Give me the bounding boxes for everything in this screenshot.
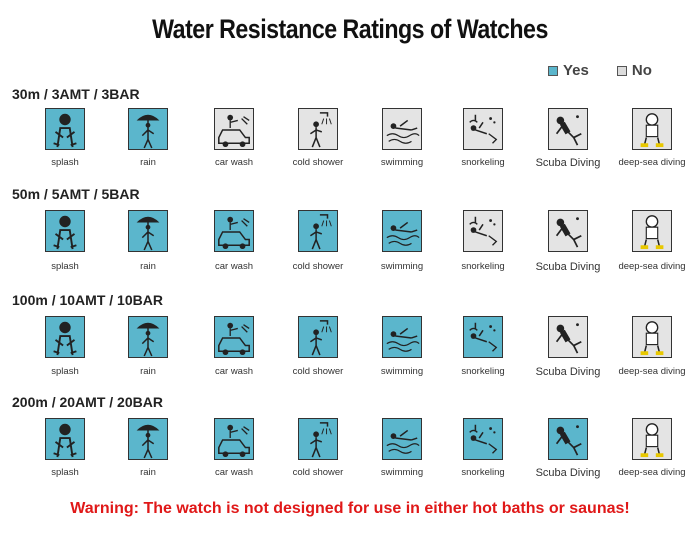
splash-figure-icon <box>45 418 85 460</box>
legend-no-label: No <box>631 62 652 79</box>
legend-yes-label: Yes <box>563 62 589 79</box>
shower-figure-icon <box>298 108 338 150</box>
activity-label: snorkeling <box>461 261 505 272</box>
activity-label: car wash <box>214 261 253 272</box>
legend-yes-swatch <box>548 65 558 76</box>
rating-label: 100m / 10AMT / 10BAR <box>12 292 163 308</box>
activity-label: splash <box>51 467 79 478</box>
activity-label: Scuba Diving <box>535 467 601 479</box>
car-wash-icon <box>214 316 254 358</box>
activity-label: swimming <box>380 366 424 377</box>
activity-label: splash <box>51 157 79 168</box>
legend: Yes No <box>548 62 652 79</box>
deep-sea-diver-icon <box>632 108 672 150</box>
activity-label: cold shower <box>292 366 344 377</box>
activity-label: snorkeling <box>461 366 505 377</box>
activity-label: rain <box>140 261 156 272</box>
splash-figure-icon <box>45 316 85 358</box>
activity-label: deep-sea diving <box>618 157 686 168</box>
activity-label: car wash <box>214 157 253 168</box>
snorkeler-icon <box>463 316 503 358</box>
rating-label: 30m / 3AMT / 3BAR <box>12 86 140 102</box>
activity-label: splash <box>51 366 79 377</box>
swimmer-icon <box>382 418 422 460</box>
warning-text: Warning: The watch is not designed for u… <box>70 500 630 517</box>
activity-label: snorkeling <box>461 157 505 168</box>
umbrella-figure-icon <box>128 316 168 358</box>
swimmer-icon <box>382 108 422 150</box>
activity-label: swimming <box>380 467 424 478</box>
activity-label: splash <box>51 261 79 272</box>
shower-figure-icon <box>298 418 338 460</box>
activity-label: car wash <box>214 467 253 478</box>
activity-label: swimming <box>380 157 424 168</box>
deep-sea-diver-icon <box>632 210 672 252</box>
activity-label: cold shower <box>292 157 344 168</box>
umbrella-figure-icon <box>128 418 168 460</box>
activity-label: deep-sea diving <box>618 366 686 377</box>
activity-label: rain <box>140 157 156 168</box>
activity-label: snorkeling <box>461 467 505 478</box>
snorkeler-icon <box>463 108 503 150</box>
activity-label: cold shower <box>292 467 344 478</box>
activity-label: Scuba Diving <box>535 157 601 169</box>
activity-label: Scuba Diving <box>535 261 601 273</box>
deep-sea-diver-icon <box>632 316 672 358</box>
splash-figure-icon <box>45 108 85 150</box>
activity-label: cold shower <box>292 261 344 272</box>
car-wash-icon <box>214 108 254 150</box>
activity-label: deep-sea diving <box>618 467 686 478</box>
legend-no-swatch <box>616 65 627 76</box>
snorkeler-icon <box>463 210 503 252</box>
activity-label: Scuba Diving <box>535 366 601 378</box>
car-wash-icon <box>214 210 254 252</box>
shower-figure-icon <box>298 210 338 252</box>
deep-sea-diver-icon <box>632 418 672 460</box>
activity-label: swimming <box>380 261 424 272</box>
scuba-diver-icon <box>548 210 588 252</box>
scuba-diver-icon <box>548 418 588 460</box>
snorkeler-icon <box>463 418 503 460</box>
umbrella-figure-icon <box>128 108 168 150</box>
swimmer-icon <box>382 210 422 252</box>
swimmer-icon <box>382 316 422 358</box>
activity-label: rain <box>140 467 156 478</box>
activity-label: rain <box>140 366 156 377</box>
rating-label: 200m / 20AMT / 20BAR <box>12 394 163 410</box>
scuba-diver-icon <box>548 316 588 358</box>
page-title: Water Resistance Ratings of Watches <box>152 14 548 44</box>
splash-figure-icon <box>45 210 85 252</box>
shower-figure-icon <box>298 316 338 358</box>
scuba-diver-icon <box>548 108 588 150</box>
activity-label: car wash <box>214 366 253 377</box>
car-wash-icon <box>214 418 254 460</box>
rating-label: 50m / 5AMT / 5BAR <box>12 186 140 202</box>
activity-label: deep-sea diving <box>618 261 686 272</box>
umbrella-figure-icon <box>128 210 168 252</box>
